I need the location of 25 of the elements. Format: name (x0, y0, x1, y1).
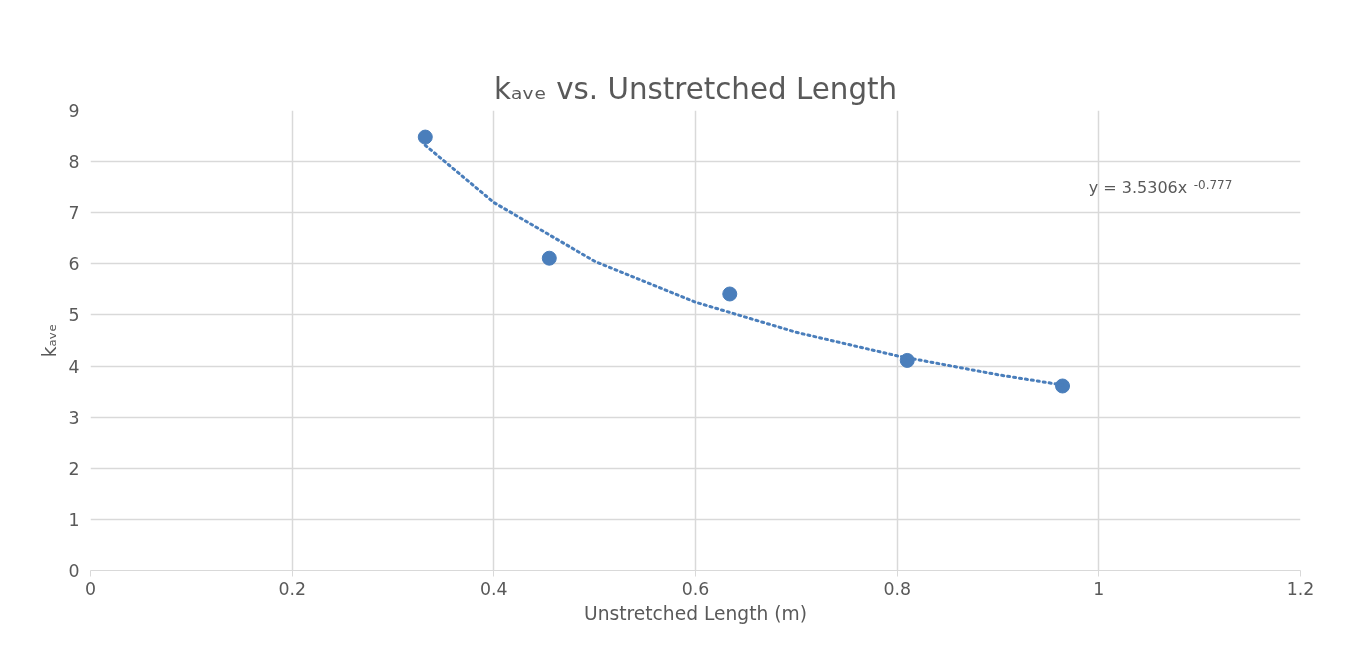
y-tick-label: 0 (68, 561, 80, 581)
y-tick-label: 8 (68, 152, 80, 173)
annotation: y = 3.5306x-0.777 (1088, 178, 1233, 198)
x-tick-label: 0.6 (681, 578, 710, 599)
y-tick-label: 6 (68, 254, 80, 275)
y-axis-title: kₐᵥₑ (39, 323, 61, 358)
y-tick-label: 9 (68, 101, 80, 121)
y-tick-label: 3 (68, 407, 80, 428)
x-axis-title: Unstretched Length (m) (584, 602, 807, 624)
x-tick-label: 0 (84, 578, 97, 599)
y-tick-label: 5 (68, 305, 80, 326)
point (722, 286, 738, 302)
chart-title: kₐᵥₑ vs. Unstretched Length (493, 71, 898, 106)
x-tick-label: 1 (1093, 578, 1105, 599)
x-tick-label: 1.2 (1286, 578, 1315, 599)
x-tick-label: 0.8 (883, 578, 911, 599)
y-tick-label: 2 (68, 458, 80, 479)
y-tick-label: 4 (68, 356, 80, 377)
x-tick-label: 0.2 (278, 578, 306, 599)
x-tick-label: 0.4 (480, 578, 508, 599)
point (417, 129, 433, 145)
point (541, 250, 557, 266)
y-tick-label: 1 (68, 509, 80, 530)
point (1055, 378, 1071, 394)
y-tick-label: 7 (68, 203, 80, 224)
